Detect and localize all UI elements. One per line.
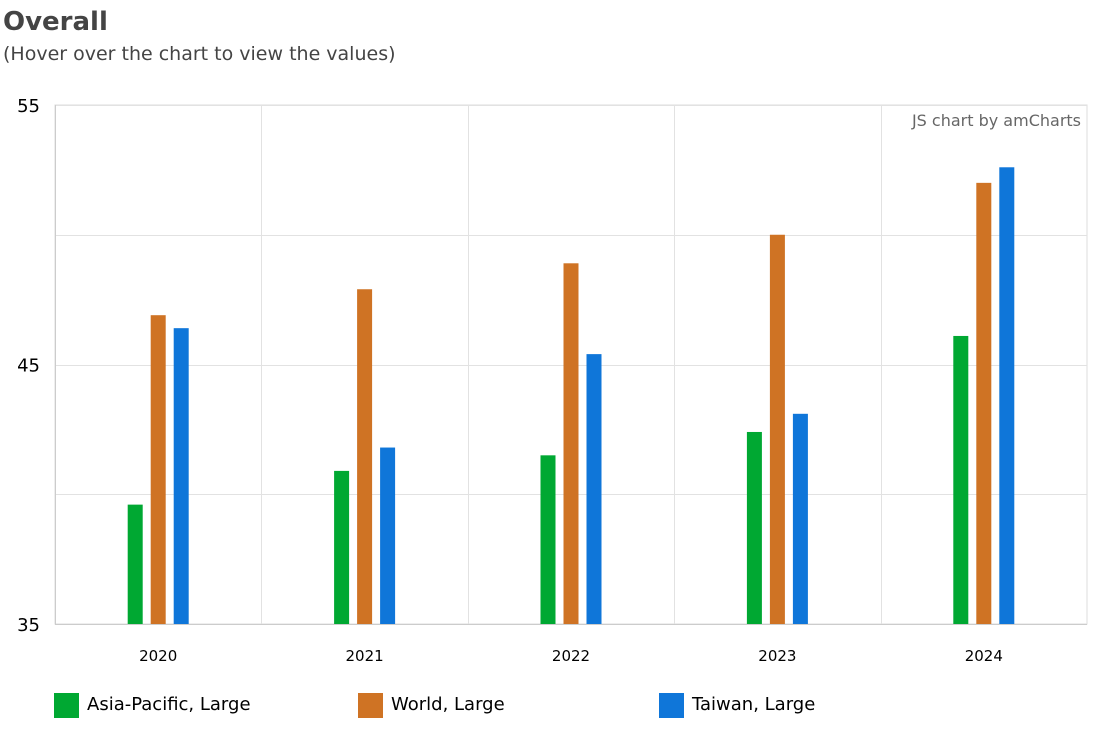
legend-item-asia-pacific-large[interactable]: Asia-Pacific, Large (54, 692, 251, 718)
bar-asia-pacific-large-2024[interactable]: Asia-Pacific, Large 2024: 46.1 (953, 335, 969, 624)
legend-label: World, Large (391, 694, 505, 715)
bar-asia-pacific-large-2023[interactable]: Asia-Pacific, Large 2023: 42.4 (746, 431, 762, 624)
chart-subtitle: (Hover over the chart to view the values… (3, 43, 396, 65)
bar-taiwan-large-2022[interactable]: Taiwan, Large 2022: 45.4 (586, 354, 602, 624)
legend-swatch-taiwan-large (659, 692, 684, 718)
x-tick-label: 2024 (965, 647, 1003, 665)
x-tick-label: 2021 (346, 647, 384, 665)
axes: 35 45 55 2020 2021 2022 2023 2024 (17, 96, 1087, 665)
bar-world-large-2020[interactable]: World, Large 2020: 46.9 (150, 315, 166, 624)
grid-lines (54, 104, 1088, 625)
legend-item-world-large[interactable]: World, Large (358, 692, 505, 718)
bar-world-large-2022[interactable]: World, Large 2022: 48.9 (563, 263, 579, 624)
legend-item-taiwan-large[interactable]: Taiwan, Large (659, 692, 815, 718)
bar-asia-pacific-large-2020[interactable]: Asia-Pacific, Large 2020: 39.6 (127, 504, 143, 624)
x-tick-label: 2022 (552, 647, 590, 665)
legend-label: Taiwan, Large (692, 694, 816, 715)
chart-title: Overall (3, 7, 108, 37)
y-tick-label: 55 (17, 96, 40, 117)
legend-swatch-asia-pacific-large (54, 692, 79, 718)
bar-asia-pacific-large-2022[interactable]: Asia-Pacific, Large 2022: 41.5 (540, 455, 556, 624)
x-tick-label: 2023 (758, 647, 796, 665)
chart-legend: Asia-Pacific, Large World, Large Taiwan,… (0, 692, 1117, 722)
amcharts-credit[interactable]: JS chart by amCharts (911, 111, 1081, 130)
bar-world-large-2023[interactable]: World, Large 2023: 50 (769, 234, 785, 624)
legend-swatch-world-large (358, 692, 383, 718)
bar-world-large-2021[interactable]: World, Large 2021: 47.9 (357, 289, 373, 624)
bar-taiwan-large-2020[interactable]: Taiwan, Large 2020: 46.4 (173, 328, 189, 624)
y-tick-label: 35 (17, 615, 40, 636)
bar-taiwan-large-2023[interactable]: Taiwan, Large 2023: 43.1 (792, 413, 808, 624)
bar-taiwan-large-2021[interactable]: Taiwan, Large 2021: 41.8 (380, 447, 396, 624)
bar-world-large-2024[interactable]: World, Large 2024: 52 (976, 182, 992, 624)
y-tick-label: 45 (17, 356, 40, 377)
bar-taiwan-large-2024[interactable]: Taiwan, Large 2024: 52.6 (999, 167, 1015, 624)
legend-label: Asia-Pacific, Large (87, 694, 251, 715)
x-tick-label: 2020 (139, 647, 177, 665)
bar-series[interactable]: Asia-Pacific, Large 2020: 39.6 Asia-Pacif… (127, 167, 1015, 624)
bar-asia-pacific-large-2021[interactable]: Asia-Pacific, Large 2021: 40.9 (334, 470, 350, 624)
